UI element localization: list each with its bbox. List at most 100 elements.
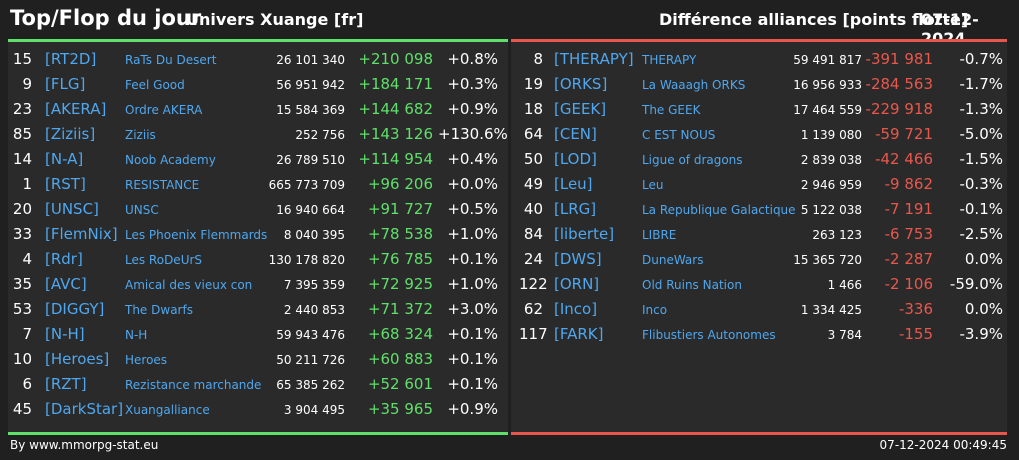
alliance-name-link[interactable]: The Dwarfs [125, 303, 193, 317]
percent-change: -2.5% [959, 225, 1003, 243]
top-panel: 15 [RT2D] RaTs Du Desert 26 101 340 +210 098… [8, 39, 508, 435]
alliance-row: 9 [FLG] Feel Good 56 951 942 +184 171 +0.3% [8, 72, 508, 97]
alliance-tag-link[interactable]: [RST] [45, 175, 86, 193]
alliance-name-link[interactable]: N-H [125, 328, 148, 342]
alliance-tag-link[interactable]: [liberte] [554, 225, 615, 243]
alliance-name-link[interactable]: The GEEK [642, 103, 701, 117]
alliance-name-link[interactable]: Feel Good [125, 78, 185, 92]
alliance-row: 10 [Heroes] Heroes 50 211 726 +60 883 +0.1% [8, 347, 508, 372]
alliance-rank: 45 [12, 400, 32, 418]
alliance-tag-link[interactable]: [DarkStar] [45, 400, 124, 418]
points-difference: +91 727 [367, 200, 433, 218]
points-difference: -155 [898, 325, 933, 343]
percent-change: +3.0% [447, 300, 498, 318]
alliance-tag-link[interactable]: [Ziziis] [45, 125, 96, 143]
alliance-tag-link[interactable]: [GEEK] [554, 100, 607, 118]
alliance-tag-link[interactable]: [N-H] [45, 325, 85, 343]
points-difference: -391 981 [865, 50, 933, 68]
alliance-name-link[interactable]: Leu [642, 178, 664, 192]
alliance-name-link[interactable]: LIBRE [642, 228, 677, 242]
points-difference: +114 954 [358, 150, 433, 168]
alliance-row: 50 [LOD] Ligue of dragons 2 839 038 -42 466 -… [511, 147, 1007, 172]
alliance-points: 130 178 820 [268, 253, 345, 267]
alliance-tag-link[interactable]: [RZT] [45, 375, 87, 393]
alliance-tag-link[interactable]: [LRG] [554, 200, 597, 218]
alliance-rank: 8 [533, 50, 543, 68]
alliance-tag-link[interactable]: [DWS] [554, 250, 602, 268]
alliance-name-link[interactable]: Ligue of dragons [642, 153, 743, 167]
alliance-name-link[interactable]: Flibustiers Autonomes [642, 328, 776, 342]
alliance-row: 64 [CEN] C EST NOUS 1 139 080 -59 721 -5.0% [511, 122, 1007, 147]
alliance-tag-link[interactable]: [ORN] [554, 275, 600, 293]
alliance-tag-link[interactable]: [FLG] [45, 75, 86, 93]
alliance-tag-link[interactable]: [UNSC] [45, 200, 99, 218]
alliance-points: 1 139 080 [800, 128, 862, 142]
alliance-rank: 49 [523, 175, 543, 193]
alliance-row: 84 [liberte] LIBRE 263 123 -6 753 -2.5% [511, 222, 1007, 247]
alliance-points: 8 040 395 [283, 228, 345, 242]
alliance-tag-link[interactable]: [Leu] [554, 175, 593, 193]
alliance-name-link[interactable]: DuneWars [642, 253, 704, 267]
alliance-tag-link[interactable]: [AKERA] [45, 100, 107, 118]
points-difference: +96 206 [367, 175, 433, 193]
alliance-name-link[interactable]: Old Ruins Nation [642, 278, 742, 292]
percent-change: -1.5% [959, 150, 1003, 168]
alliance-tag-link[interactable]: [ORKS] [554, 75, 608, 93]
points-difference: -2 106 [884, 275, 933, 293]
points-difference: -42 466 [875, 150, 933, 168]
alliance-points: 3 904 495 [283, 403, 345, 417]
alliance-tag-link[interactable]: [N-A] [45, 150, 84, 168]
alliance-tag-link[interactable]: [RT2D] [45, 50, 97, 68]
alliance-name-link[interactable]: Heroes [125, 353, 168, 367]
alliance-name-link[interactable]: Rezistance marchande [125, 378, 262, 392]
alliance-name-link[interactable]: THERAPY [642, 53, 697, 67]
alliance-points: 50 211 726 [276, 353, 345, 367]
alliance-tag-link[interactable]: [FARK] [554, 325, 604, 343]
alliance-rank: 35 [12, 275, 32, 293]
percent-change: -3.9% [959, 325, 1003, 343]
percent-change: +0.0% [447, 175, 498, 193]
alliance-rank: 9 [22, 75, 32, 93]
alliance-row: 24 [DWS] DuneWars 15 365 720 -2 287 0.0% [511, 247, 1007, 272]
alliance-tag-link[interactable]: [CEN] [554, 125, 597, 143]
alliance-tag-link[interactable]: [DIGGY] [45, 300, 105, 318]
alliance-name-link[interactable]: UNSC [125, 203, 159, 217]
alliance-row: 18 [GEEK] The GEEK 17 464 559 -229 918 -1.3% [511, 97, 1007, 122]
alliance-name-link[interactable]: La Waaagh ORKS [642, 78, 746, 92]
alliance-tag-link[interactable]: [AVC] [45, 275, 87, 293]
alliance-tag-link[interactable]: [Rdr] [45, 250, 83, 268]
percent-change: -1.3% [959, 100, 1003, 118]
points-difference: +60 883 [367, 350, 433, 368]
alliance-name-link[interactable]: Amical des vieux con [125, 278, 253, 292]
alliance-tag-link[interactable]: [THERAPY] [554, 50, 634, 68]
alliance-tag-link[interactable]: [FlemNix] [45, 225, 118, 243]
header: Top/Flop du jour Univers Xuange [fr] Dif… [0, 0, 1019, 48]
alliance-points: 16 940 664 [276, 203, 345, 217]
percent-change: +0.1% [447, 250, 498, 268]
alliance-name-link[interactable]: La Republique Galactique [642, 203, 796, 217]
alliance-name-link[interactable]: Xuangalliance [125, 403, 210, 417]
alliance-rank: 85 [12, 125, 32, 143]
alliance-name-link[interactable]: Les Phoenix Flemmards [125, 228, 268, 242]
points-difference: +68 324 [367, 325, 433, 343]
alliance-name-link[interactable]: RESISTANCE [125, 178, 200, 192]
alliance-tag-link[interactable]: [Inco] [554, 300, 598, 318]
top-panel-top-bar [8, 39, 508, 42]
percent-change: 0.0% [964, 300, 1003, 318]
alliance-name-link[interactable]: RaTs Du Desert [125, 53, 217, 67]
alliance-name-link[interactable]: Ziziis [125, 128, 156, 142]
alliance-name-link[interactable]: Noob Academy [125, 153, 216, 167]
alliance-name-link[interactable]: C EST NOUS [642, 128, 716, 142]
alliance-tag-link[interactable]: [Heroes] [45, 350, 110, 368]
alliance-name-link[interactable]: Inco [642, 303, 668, 317]
alliance-tag-link[interactable]: [LOD] [554, 150, 597, 168]
points-difference: +76 785 [367, 250, 433, 268]
alliance-rank: 40 [523, 200, 543, 218]
alliance-name-link[interactable]: Les RoDeUrS [125, 253, 203, 267]
points-difference: +72 925 [367, 275, 433, 293]
alliance-points: 1 466 [827, 278, 862, 292]
alliance-row: 15 [RT2D] RaTs Du Desert 26 101 340 +210 098… [8, 47, 508, 72]
alliance-points: 3 784 [827, 328, 862, 342]
alliance-name-link[interactable]: Ordre AKERA [125, 103, 203, 117]
percent-change: +0.1% [447, 350, 498, 368]
